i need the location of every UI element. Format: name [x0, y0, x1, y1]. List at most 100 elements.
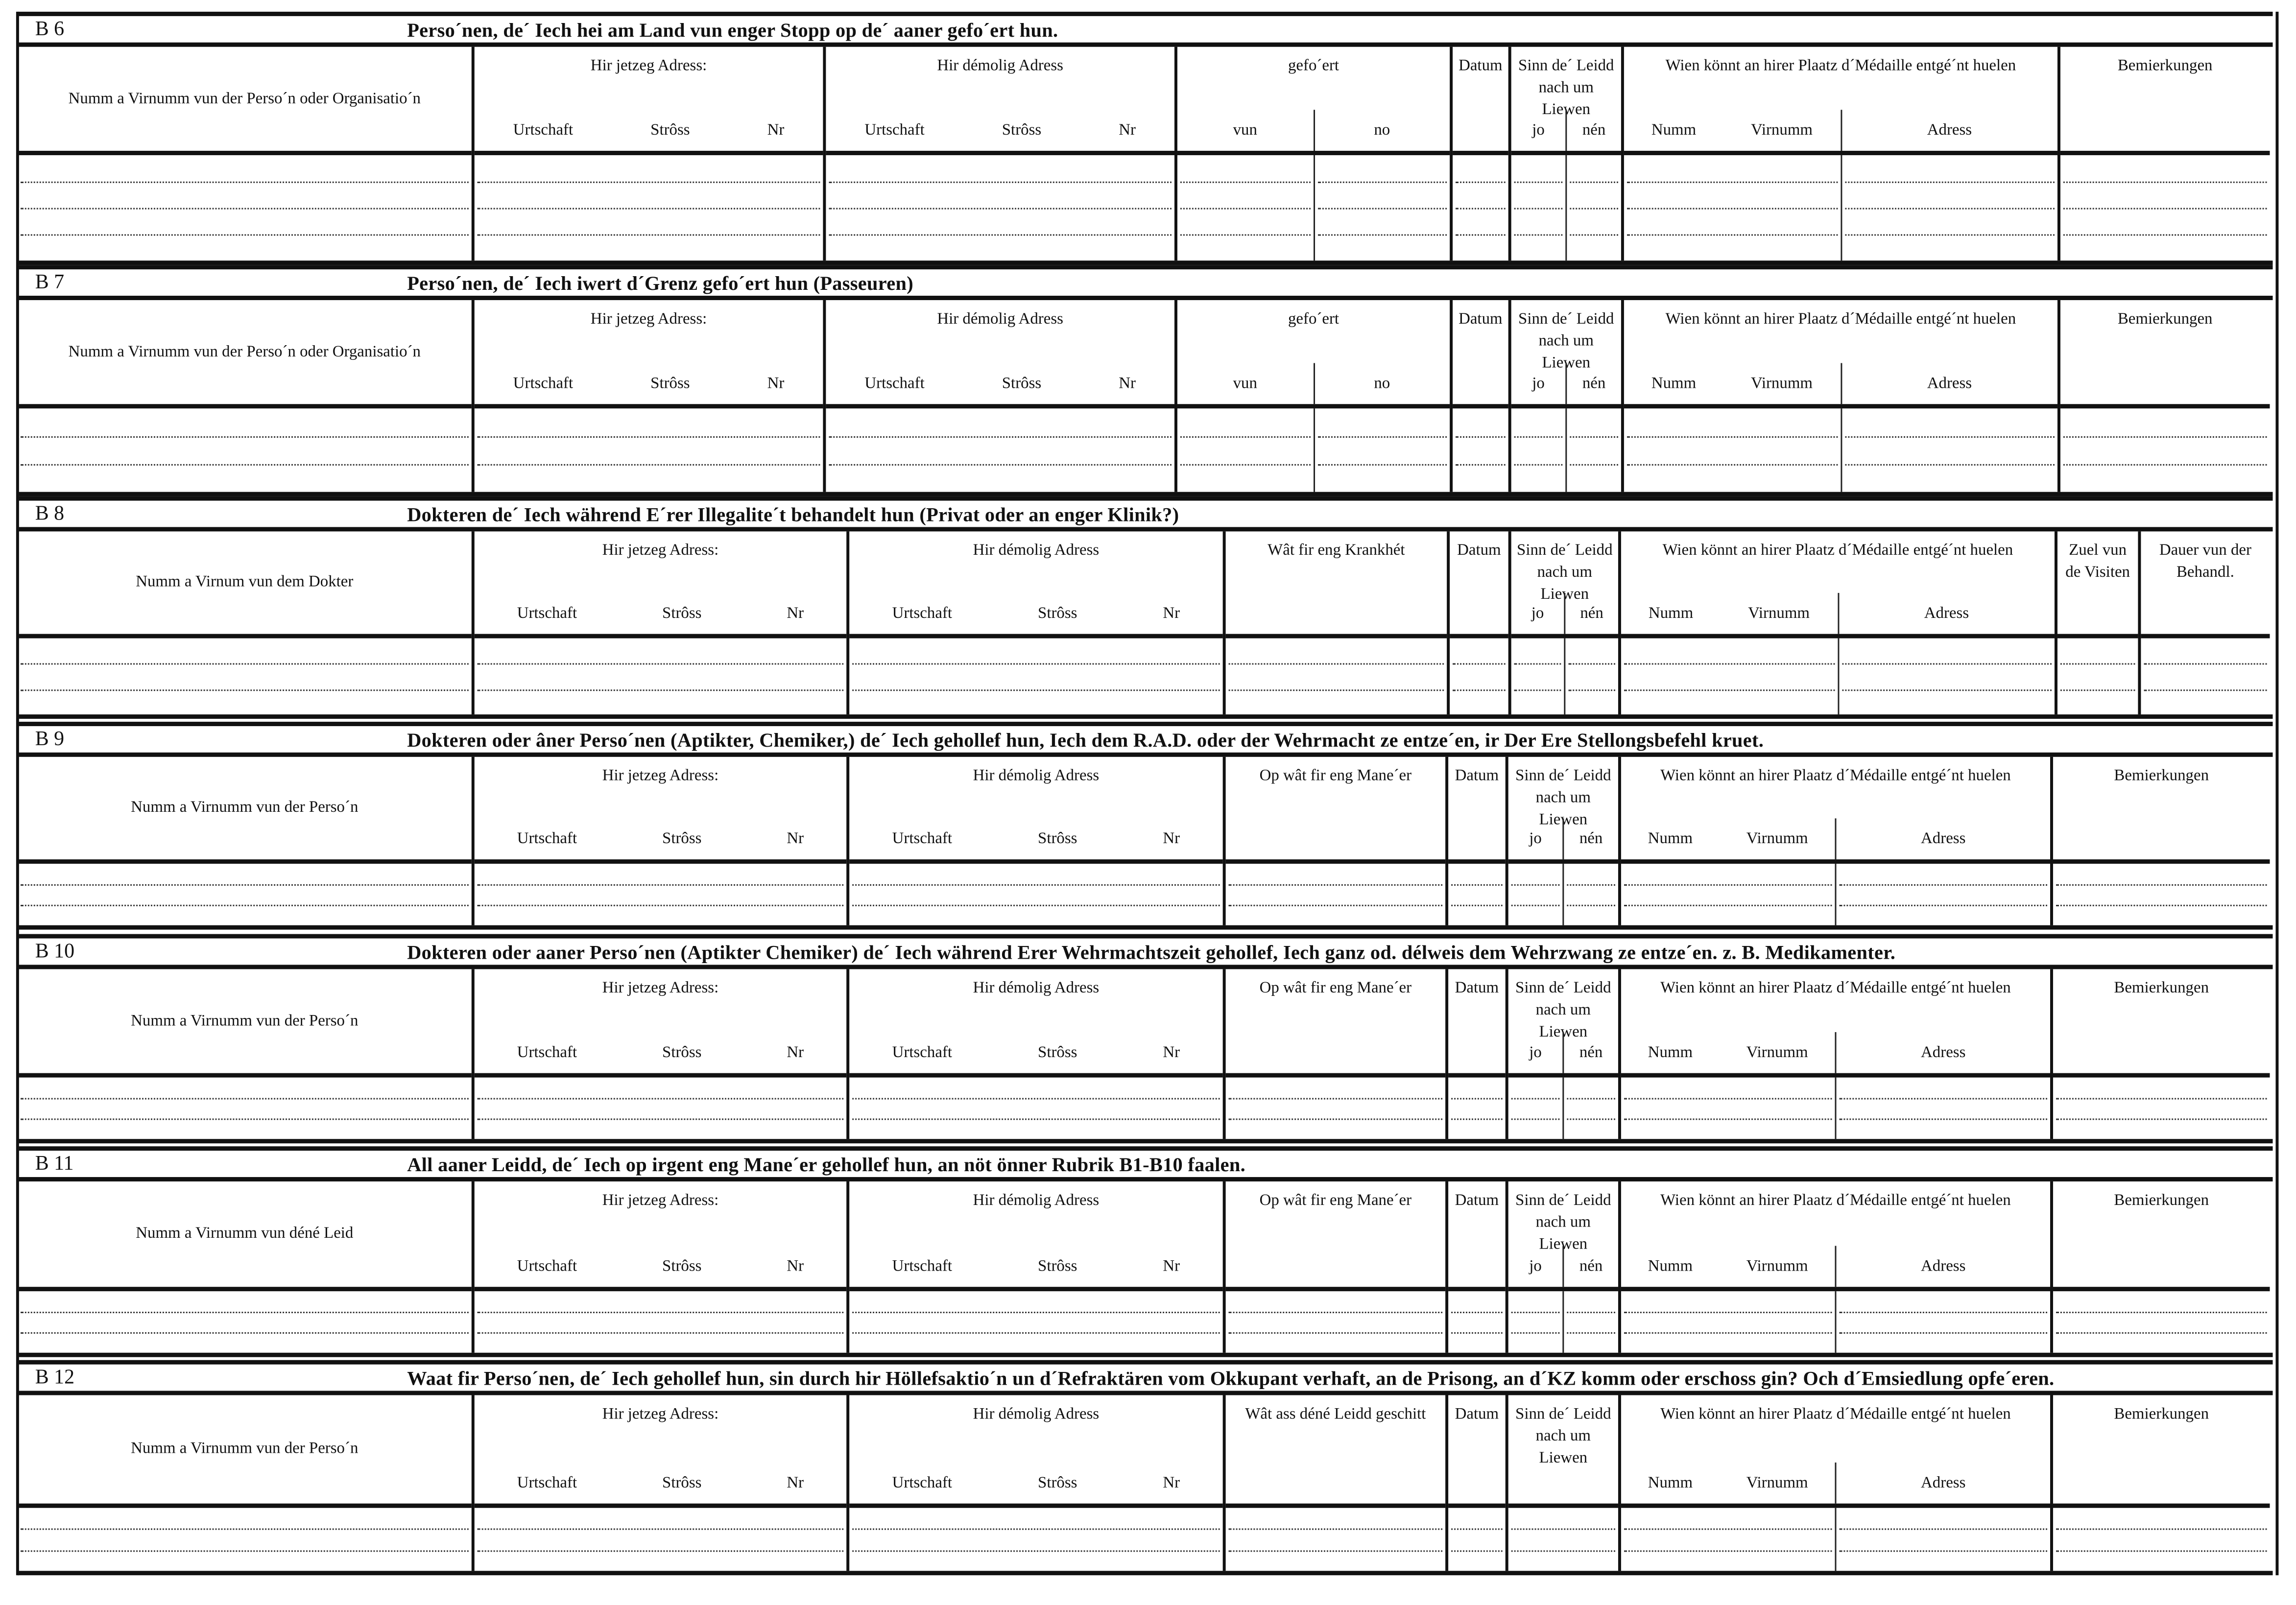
subheader-label: vun: [1233, 375, 1257, 393]
column-header: Sinn de´ Leidd nach um Liewen jo nén: [1508, 969, 1618, 1078]
entry-cell[interactable]: [1508, 864, 1563, 925]
entry-cell[interactable]: [1226, 638, 1447, 714]
entry-cell[interactable]: [1450, 638, 1508, 714]
dotted-entry-line: [1624, 1529, 1832, 1531]
dotted-entry-line: [1839, 904, 2048, 906]
entry-cell[interactable]: [2053, 1291, 2270, 1353]
entry-cell[interactable]: [1453, 408, 1508, 492]
entry-cell[interactable]: [18, 638, 472, 714]
entry-cell[interactable]: [849, 1291, 1222, 1353]
entry-cell[interactable]: [1840, 408, 2057, 492]
column-header: Sinn de´ Leidd nach um Liewen jo nén: [1511, 300, 1621, 409]
dotted-entry-line: [477, 234, 820, 236]
entry-cell[interactable]: [475, 1291, 846, 1353]
entry-cell[interactable]: [826, 155, 1174, 260]
column-subheaders: jo nén: [1511, 363, 1621, 404]
entry-cell[interactable]: [475, 1078, 846, 1139]
entry-cell[interactable]: [2053, 864, 2270, 925]
entry-cell[interactable]: [2141, 638, 2270, 714]
dotted-entry-line: [2144, 663, 2267, 665]
entry-cell[interactable]: [1624, 408, 1840, 492]
entry-cell[interactable]: [1511, 155, 1566, 260]
entry-cell[interactable]: [2053, 1508, 2270, 1571]
entry-cell[interactable]: [1448, 1078, 1506, 1139]
subheader-group: Urtschaft Strôss Nr: [849, 1032, 1222, 1073]
entry-cell[interactable]: [1226, 1078, 1446, 1139]
entry-cell[interactable]: [1508, 1291, 1563, 1353]
subheader-label: Adress: [1921, 1043, 1966, 1062]
entry-cell[interactable]: [475, 408, 823, 492]
entry-cell[interactable]: [1226, 1508, 1446, 1571]
entry-cell[interactable]: [1453, 155, 1508, 260]
entry-cell[interactable]: [18, 155, 472, 260]
entry-cell[interactable]: [1226, 1291, 1446, 1353]
entry-cell[interactable]: [1177, 408, 1313, 492]
subheader-group: Urtschaft Strôss Nr: [475, 1032, 846, 1073]
entry-cell[interactable]: [1565, 155, 1621, 261]
table-column: Datum: [1450, 47, 1508, 261]
entry-cell[interactable]: [475, 155, 823, 260]
entry-cell[interactable]: [1448, 864, 1506, 925]
entry-cell[interactable]: [18, 1508, 472, 1571]
table-column: Bemierkungen: [2050, 969, 2270, 1139]
entry-cell[interactable]: [849, 864, 1222, 925]
entry-cell[interactable]: [1508, 1078, 1563, 1139]
entry-cell[interactable]: [1177, 155, 1313, 260]
entry-cell[interactable]: [1624, 155, 1840, 260]
entry-cell[interactable]: [1313, 408, 1450, 492]
subheader-group: nén: [1565, 363, 1621, 404]
column-header: Datum: [1453, 300, 1508, 409]
entry-cell[interactable]: [1621, 1078, 1835, 1139]
entry-cell[interactable]: [1621, 864, 1835, 925]
column-body: [826, 155, 1174, 260]
dotted-entry-line: [1570, 234, 1618, 236]
entry-cell[interactable]: [1313, 155, 1450, 261]
entry-cell[interactable]: [1562, 1291, 1618, 1353]
column-body: [849, 1508, 1222, 1571]
subheader-label: Virnumm: [1746, 1043, 1808, 1062]
entry-cell[interactable]: [1511, 408, 1566, 492]
entry-cell[interactable]: [1835, 1291, 2050, 1353]
entry-cell[interactable]: [1840, 155, 2057, 261]
column-body: [18, 864, 472, 925]
dotted-entry-line: [1514, 208, 1563, 210]
entry-cell[interactable]: [849, 638, 1222, 714]
entry-cell[interactable]: [1511, 638, 1564, 714]
entry-cell[interactable]: [849, 1508, 1222, 1571]
entry-cell[interactable]: [849, 1078, 1222, 1139]
entry-cell[interactable]: [18, 1291, 472, 1353]
section-title: Waat fir Perso´nen, de´ Iech gehollef hu…: [407, 1367, 2055, 1390]
table-column: Hir jetzeg Adress: Urtschaft Strôss Nr: [471, 531, 847, 715]
entry-cell[interactable]: [1564, 638, 1618, 715]
entry-cell[interactable]: [1508, 1508, 1618, 1571]
entry-cell[interactable]: [1448, 1508, 1506, 1571]
column-body: [1624, 408, 2057, 492]
entry-cell[interactable]: [1621, 1291, 1835, 1353]
entry-cell[interactable]: [826, 408, 1174, 492]
entry-cell[interactable]: [2057, 638, 2138, 714]
entry-cell[interactable]: [1837, 638, 2055, 715]
entry-cell[interactable]: [18, 1078, 472, 1139]
entry-cell[interactable]: [1448, 1291, 1506, 1353]
entry-cell[interactable]: [18, 408, 472, 492]
entry-cell[interactable]: [2060, 408, 2270, 492]
table-column: Hir jetzeg Adress: Urtschaft Strôss Nr: [471, 300, 823, 492]
entry-cell[interactable]: [2060, 155, 2270, 260]
entry-cell[interactable]: [475, 1508, 846, 1571]
dotted-entry-line: [2056, 1098, 2267, 1100]
entry-cell[interactable]: [1562, 1077, 1618, 1139]
entry-cell[interactable]: [18, 864, 472, 925]
dotted-entry-line: [1451, 1312, 1503, 1314]
entry-cell[interactable]: [1835, 1508, 2050, 1571]
entry-cell[interactable]: [2053, 1078, 2270, 1139]
entry-cell[interactable]: [1562, 864, 1618, 925]
entry-cell[interactable]: [1621, 638, 1837, 714]
dotted-entry-line: [20, 689, 469, 691]
entry-cell[interactable]: [1835, 1077, 2050, 1139]
entry-cell[interactable]: [1565, 408, 1621, 492]
entry-cell[interactable]: [475, 638, 846, 714]
entry-cell[interactable]: [1835, 864, 2050, 925]
entry-cell[interactable]: [1226, 864, 1446, 925]
entry-cell[interactable]: [475, 864, 846, 925]
entry-cell[interactable]: [1621, 1508, 1835, 1571]
